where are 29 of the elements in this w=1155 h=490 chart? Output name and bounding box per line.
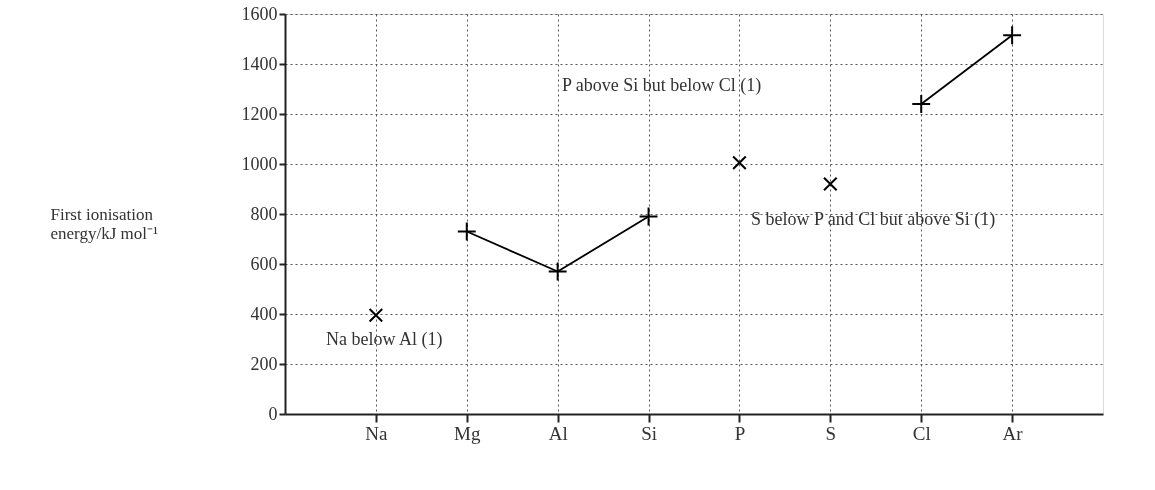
point xyxy=(732,155,747,171)
point xyxy=(1002,25,1023,46)
point xyxy=(911,94,932,114)
y-axis-title: First ionisation energy/kJ mol⁻¹ xyxy=(50,204,159,243)
x-tick-label: S xyxy=(825,422,837,444)
x-tick-label: Mg xyxy=(454,422,481,444)
y-tick-label: 0 xyxy=(268,403,278,424)
point xyxy=(456,221,477,242)
y-tick-label: 200 xyxy=(250,353,278,374)
annotation: P above Si but below Cl (1) xyxy=(562,75,762,96)
y-tick-label: 600 xyxy=(250,253,278,274)
x-tick-label: P xyxy=(734,422,746,444)
point xyxy=(547,261,568,282)
y-tick-label: 1600 xyxy=(241,3,278,24)
point xyxy=(823,176,838,192)
y-tick-label: 1000 xyxy=(241,153,278,174)
y-tick-label: 1200 xyxy=(241,103,278,124)
annotation: S below P and Cl but above Si (1) xyxy=(751,209,996,230)
annotation: Na below Al (1) xyxy=(326,329,443,350)
x-tick-label: Ar xyxy=(1002,422,1024,444)
y-tick-label: 1400 xyxy=(241,53,278,74)
x-tick-label: Cl xyxy=(912,422,931,444)
x-tick-label: Si xyxy=(641,422,657,444)
x-tick-label: Al xyxy=(548,422,568,444)
x-tick-label: Na xyxy=(365,422,389,444)
y-tick-label: 400 xyxy=(250,303,278,324)
point xyxy=(368,307,384,323)
y-tick-label: 800 xyxy=(250,203,278,224)
point xyxy=(638,206,659,227)
